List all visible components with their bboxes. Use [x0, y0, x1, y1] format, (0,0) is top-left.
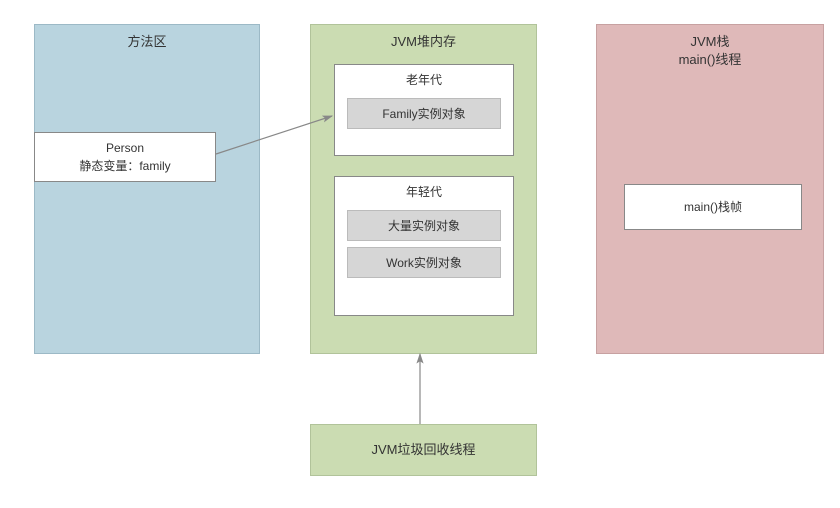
young-gen-item: 大量实例对象 — [347, 210, 501, 241]
old-gen-title: 老年代 — [335, 65, 513, 92]
young-gen-item-label: 大量实例对象 — [388, 219, 460, 233]
stack-title-line1: JVM栈 — [597, 33, 823, 51]
old-gen-panel: 老年代 Family实例对象 — [334, 64, 514, 156]
main-frame-label: main()栈帧 — [684, 198, 742, 216]
young-gen-item: Work实例对象 — [347, 247, 501, 278]
gc-thread-node: JVM垃圾回收线程 — [310, 424, 537, 476]
stack-title-line2: main()线程 — [597, 51, 823, 69]
person-node: Person 静态变量：family — [34, 132, 216, 182]
old-gen-item: Family实例对象 — [347, 98, 501, 129]
young-gen-item-label: Work实例对象 — [386, 256, 462, 270]
method-area-title: 方法区 — [35, 25, 259, 51]
old-gen-item-label: Family实例对象 — [382, 107, 465, 121]
young-gen-title: 年轻代 — [335, 177, 513, 204]
person-node-line1: Person — [106, 139, 144, 157]
stack-title: JVM栈 main()线程 — [597, 25, 823, 69]
gc-thread-label: JVM垃圾回收线程 — [371, 440, 475, 460]
person-node-line2: 静态变量：family — [79, 157, 170, 175]
heap-title: JVM堆内存 — [311, 25, 536, 51]
main-frame-node: main()栈帧 — [624, 184, 802, 230]
young-gen-panel: 年轻代 大量实例对象 Work实例对象 — [334, 176, 514, 316]
method-area-panel: 方法区 — [34, 24, 260, 354]
